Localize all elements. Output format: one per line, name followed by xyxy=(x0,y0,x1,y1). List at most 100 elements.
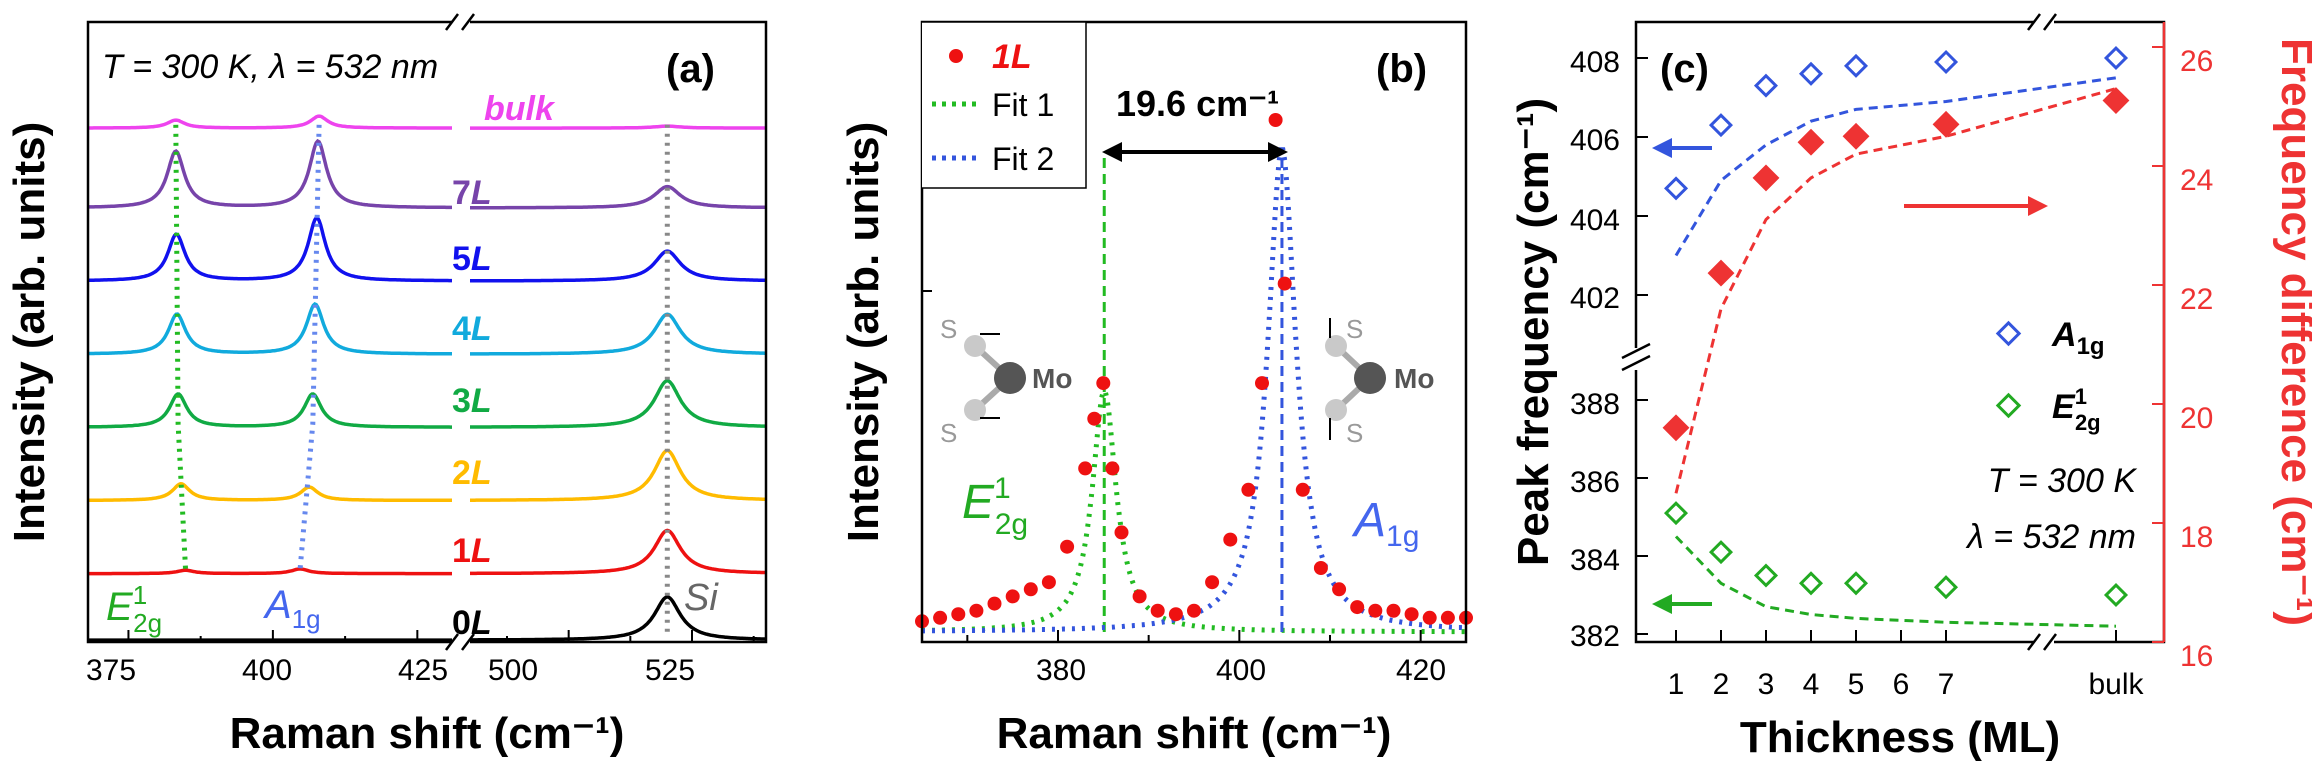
c-point-frequency-difference xyxy=(1662,414,1690,442)
panel-a: 375 400 425 500 525 Raman shift (cm⁻¹) I… xyxy=(5,12,768,758)
c-ytick-r-22: 22 xyxy=(2180,283,2213,316)
panel-a-guides xyxy=(173,124,670,637)
b-data-point xyxy=(1005,589,1020,604)
c-legend-marker-e2g xyxy=(1995,392,2022,419)
c-arrowhead-red xyxy=(2028,196,2048,216)
b-fit-curve-2 xyxy=(922,147,1467,634)
c-point-e2g1 xyxy=(1933,575,1959,600)
a-spectrum-1L-seg1 xyxy=(470,528,767,576)
b-data-point xyxy=(1060,539,1075,554)
a-condition: T = 300 K, λ = 532 nm xyxy=(102,48,438,86)
b-a1g-s-bottom: S xyxy=(1346,418,1363,448)
panel-b: 380 400 420 Raman shift (cm⁻¹) Intensity… xyxy=(839,20,1473,758)
a-guide-E2g1 xyxy=(173,124,189,571)
a-label-7L: 7L xyxy=(452,174,492,212)
b-data-point xyxy=(1223,532,1238,547)
c-xtick-4: 4 xyxy=(1803,668,1820,701)
a-xtick-525: 525 xyxy=(645,654,695,687)
c-xtick-5: 5 xyxy=(1848,668,1865,701)
c-xtick-6: 6 xyxy=(1893,668,1910,701)
b-xlabel: Raman shift (cm⁻¹) xyxy=(997,709,1392,758)
b-a1g-molecule: S S Mo xyxy=(1325,314,1434,448)
b-xtick-420: 420 xyxy=(1396,654,1446,687)
a-label-0L: 0L xyxy=(452,604,492,642)
b-data-point xyxy=(933,610,948,625)
b-data-point xyxy=(1023,582,1038,597)
c-xtick-1: 1 xyxy=(1668,668,1685,701)
b-data-point xyxy=(1313,561,1328,575)
c-ytick-384: 384 xyxy=(1570,544,1620,577)
c-ytick-406: 406 xyxy=(1570,124,1620,157)
panel-a-ticks xyxy=(127,630,755,642)
panel-a-axis-break xyxy=(445,13,475,651)
a-spectrum-7L-seg0 xyxy=(87,138,452,210)
c-ylabel-left: Peak frequency (cm⁻¹) xyxy=(1509,98,1558,566)
a-label-4L: 4L xyxy=(452,310,492,348)
b-arrowhead-left xyxy=(1102,142,1122,162)
b-data-point xyxy=(1368,603,1383,618)
b-a1g-mo-atom xyxy=(1354,362,1386,394)
c-xtick-bulk: bulk xyxy=(2088,668,2144,701)
b-e2g-molecule: S S Mo xyxy=(940,314,1072,448)
a-label-bulk: bulk xyxy=(484,90,556,128)
b-e2g-s-bottom: S xyxy=(940,418,957,448)
b-data-point xyxy=(1268,113,1283,127)
panel-a-frame xyxy=(86,20,768,644)
b-mode-e2g: E1 2g xyxy=(962,472,1028,541)
b-data-point xyxy=(1386,603,1401,618)
b-ylabel: Intensity (arb. units) xyxy=(839,122,888,542)
c-ytick-r-18: 18 xyxy=(2180,521,2213,554)
c-xtick-7: 7 xyxy=(1938,668,1955,701)
b-data-point xyxy=(951,607,966,622)
a-spectrum-5L-seg0 xyxy=(87,215,452,283)
b-panel-label: (b) xyxy=(1376,47,1427,91)
a-label-3L: 3L xyxy=(452,382,492,420)
b-data-point xyxy=(1277,276,1292,291)
b-data-point xyxy=(1187,603,1201,618)
b-data-point xyxy=(1241,482,1256,497)
a-guide-A1g xyxy=(297,124,322,571)
a-spectrum-4L-seg1 xyxy=(470,312,766,356)
c-legend-marker-a1g xyxy=(1995,320,2022,347)
c-ytick-r-20: 20 xyxy=(2180,402,2213,435)
a-label-2L: 2L xyxy=(452,454,492,492)
c-point-e2g1 xyxy=(1708,540,1734,565)
b-legend: 1L Fit 1 Fit 2 xyxy=(922,21,1087,189)
b-legend-marker-1L xyxy=(949,49,963,63)
b-mode-a1g: A1g xyxy=(1351,494,1419,553)
c-point-a1g xyxy=(2103,45,2129,71)
c-point-frequency-difference xyxy=(1797,128,1825,156)
c-point-frequency-difference xyxy=(1932,110,1960,138)
c-ybreak xyxy=(1621,342,1651,372)
c-ytick-404: 404 xyxy=(1570,204,1620,237)
c-point-e2g1 xyxy=(1843,571,1869,596)
a-xtick-375: 375 xyxy=(86,654,136,687)
c-point-frequency-difference xyxy=(1707,259,1735,287)
b-fit-curve-1 xyxy=(921,388,1466,635)
a-spectrum-7L-seg1 xyxy=(470,184,766,210)
c-ytick-388: 388 xyxy=(1570,388,1620,421)
b-data-point xyxy=(1205,575,1220,590)
c-point-a1g xyxy=(1934,49,1959,74)
c-point-e2g1 xyxy=(1753,563,1779,588)
b-data-point xyxy=(1087,411,1102,426)
b-data-point xyxy=(1422,610,1437,625)
b-data-point xyxy=(1404,607,1419,622)
c-ytick-r-16: 16 xyxy=(2180,640,2213,673)
b-legend-fit1: Fit 1 xyxy=(992,87,1054,123)
b-data-point xyxy=(1078,461,1093,476)
c-ytick-382: 382 xyxy=(1570,620,1620,653)
b-separation-label: 19.6 cm⁻¹ xyxy=(1116,83,1279,124)
a-spectrum-3L-seg0 xyxy=(88,392,452,429)
b-e2g-s-atom-bottom xyxy=(964,399,986,421)
c-fit-difference-fit xyxy=(1674,87,2117,494)
b-e2g-mo: Mo xyxy=(1032,363,1072,394)
c-point-frequency-difference xyxy=(1842,122,1870,150)
c-fit-e2g1-fit xyxy=(1674,535,2117,628)
b-data-point xyxy=(1295,482,1310,497)
c-xbreak xyxy=(2027,13,2057,651)
b-e2g-vibration-arrows xyxy=(980,333,1000,419)
c-legend-e2g: E1 2g xyxy=(2052,384,2101,435)
c-arrowhead-green xyxy=(1652,594,1672,614)
